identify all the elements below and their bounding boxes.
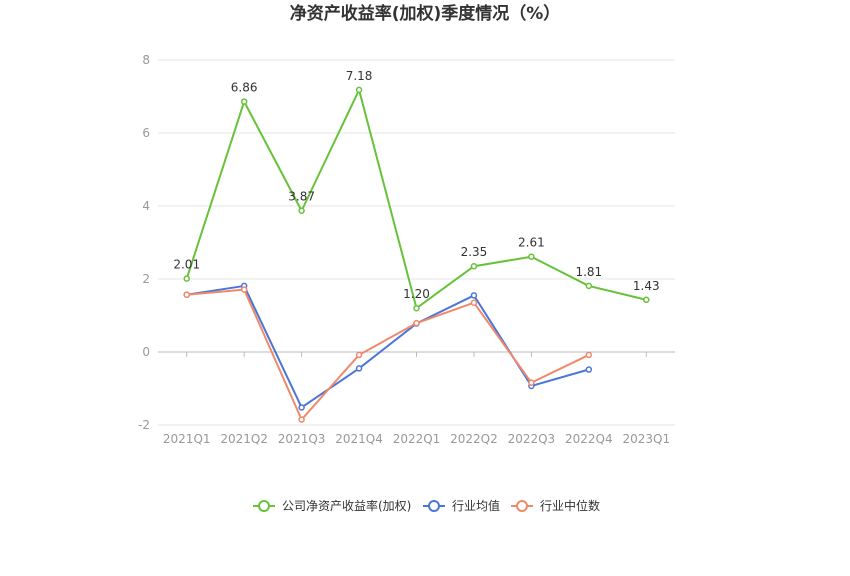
data-point bbox=[355, 86, 363, 94]
data-point bbox=[183, 275, 190, 282]
data-point bbox=[298, 416, 305, 423]
y-tick-label: 4 bbox=[142, 199, 150, 213]
data-label: 1.43 bbox=[633, 279, 660, 293]
data-point bbox=[528, 379, 535, 386]
legend: 公司净资产收益率(加权) 行业均值 行业中位数 bbox=[253, 498, 600, 513]
y-tick-label: 0 bbox=[142, 345, 150, 359]
x-tick-label: 2022Q3 bbox=[508, 432, 556, 446]
y-tick-label: 2 bbox=[142, 272, 150, 286]
series-layer bbox=[183, 86, 650, 423]
series-line-1 bbox=[186, 284, 590, 409]
x-tick-label: 2021Q3 bbox=[278, 432, 326, 446]
legend-label: 公司净资产收益率(加权) bbox=[282, 498, 411, 513]
legend-label: 行业均值 bbox=[452, 498, 500, 513]
data-label: 6.86 bbox=[231, 81, 258, 95]
data-label: 2.35 bbox=[461, 245, 488, 259]
data-point bbox=[413, 304, 420, 312]
legend-marker bbox=[258, 500, 270, 512]
data-point bbox=[528, 253, 535, 260]
data-point bbox=[585, 351, 593, 359]
data-point bbox=[240, 98, 248, 105]
y-tick-label: 6 bbox=[142, 126, 150, 140]
data-label: 2.01 bbox=[173, 258, 200, 272]
data-labels: 2.01 6.86 3.87 7.18 1.20 2.35 2.61 1.81 1.43 bbox=[173, 69, 659, 301]
data-label: 3.87 bbox=[288, 190, 315, 204]
legend-marker bbox=[516, 500, 528, 512]
series-line-2 bbox=[186, 288, 590, 421]
data-point bbox=[585, 282, 593, 290]
data-point bbox=[355, 365, 363, 372]
data-label: 2.61 bbox=[518, 236, 545, 250]
y-tick-label: -2 bbox=[138, 418, 150, 432]
data-point bbox=[413, 319, 420, 327]
x-tick-label: 2021Q1 bbox=[163, 432, 211, 446]
data-point bbox=[585, 366, 593, 373]
data-point bbox=[355, 351, 363, 359]
data-label: 1.81 bbox=[575, 265, 602, 279]
data-point bbox=[470, 299, 478, 306]
data-point bbox=[240, 286, 248, 293]
x-tick-label: 2023Q1 bbox=[622, 432, 670, 446]
x-tick-label: 2021Q2 bbox=[220, 432, 268, 446]
gridlines bbox=[158, 59, 675, 426]
x-tick-label: 2022Q4 bbox=[565, 432, 613, 446]
data-label: 7.18 bbox=[346, 69, 373, 83]
x-tick-label: 2022Q1 bbox=[393, 432, 441, 446]
y-tick-label: 8 bbox=[142, 53, 150, 67]
x-tick-label: 2022Q2 bbox=[450, 432, 498, 446]
data-point bbox=[183, 291, 190, 298]
data-point bbox=[470, 292, 478, 299]
legend-label: 行业中位数 bbox=[540, 498, 600, 513]
chart-title: 净资产收益率(加权)季度情况（%） bbox=[290, 3, 561, 24]
x-tick-label: 2021Q4 bbox=[335, 432, 383, 446]
data-point bbox=[298, 207, 305, 214]
y-axis: -2 0 2 4 6 8 bbox=[138, 53, 150, 432]
x-axis: 2021Q1 2021Q2 2021Q3 2021Q4 2022Q1 2022Q2 2022… bbox=[163, 352, 670, 446]
data-point bbox=[298, 404, 305, 411]
legend-marker bbox=[428, 500, 440, 512]
data-label: 1.20 bbox=[403, 287, 430, 301]
data-point bbox=[643, 296, 650, 304]
data-point bbox=[470, 262, 478, 270]
